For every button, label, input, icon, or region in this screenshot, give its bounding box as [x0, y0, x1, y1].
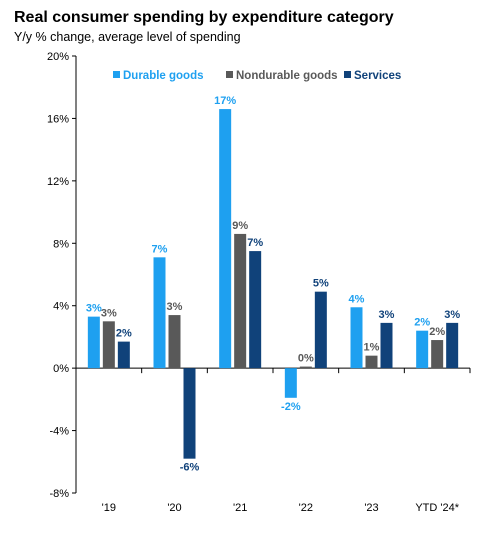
- bar: [153, 257, 166, 369]
- y-tick-label: -8%: [49, 488, 69, 500]
- data-label: -2%: [281, 401, 301, 413]
- data-label: 4%: [349, 293, 365, 305]
- data-label: 9%: [232, 220, 248, 232]
- x-tick-label: '19: [102, 502, 116, 514]
- data-label: 7%: [152, 243, 168, 255]
- bar: [284, 368, 297, 398]
- data-label: 1%: [364, 342, 380, 354]
- data-label: -6%: [180, 462, 200, 474]
- y-tick-label: 8%: [53, 238, 69, 250]
- bar: [431, 340, 444, 369]
- x-tick-label: YTD '24*: [415, 502, 459, 514]
- data-label: 3%: [101, 307, 117, 319]
- bar: [102, 321, 115, 369]
- data-label: 7%: [247, 237, 263, 249]
- legend-swatch: [226, 71, 233, 78]
- bar: [183, 368, 196, 459]
- legend-label: Services: [354, 70, 401, 82]
- data-label: 2%: [414, 317, 430, 329]
- data-label: 3%: [167, 301, 183, 313]
- data-label: 17%: [214, 95, 236, 107]
- legend-label: Nondurable goods: [236, 70, 338, 82]
- y-tick-label: 20%: [47, 51, 69, 63]
- bar: [299, 366, 312, 369]
- bar: [314, 291, 327, 369]
- y-tick-label: 12%: [47, 176, 69, 188]
- bar: [168, 315, 181, 369]
- data-label: 0%: [298, 353, 314, 365]
- bar: [380, 322, 393, 369]
- x-tick-label: '21: [233, 502, 247, 514]
- data-label: 3%: [86, 303, 102, 315]
- legend-swatch: [113, 71, 120, 78]
- bar: [87, 316, 100, 369]
- legend-swatch: [344, 71, 351, 78]
- y-tick-label: 16%: [47, 113, 69, 125]
- x-tick-label: '20: [167, 502, 181, 514]
- bar: [219, 109, 232, 369]
- data-label: 2%: [116, 328, 132, 340]
- bar: [416, 330, 429, 369]
- data-label: 3%: [444, 309, 460, 321]
- y-tick-label: -4%: [49, 426, 69, 438]
- chart-title: Real consumer spending by expenditure ca…: [14, 9, 394, 26]
- legend-label: Durable goods: [123, 70, 204, 82]
- bar: [117, 341, 130, 369]
- data-label: 2%: [429, 326, 445, 338]
- bar: [249, 251, 262, 369]
- bar: [446, 322, 459, 369]
- y-tick-label: 4%: [53, 301, 69, 313]
- bar: [234, 233, 247, 369]
- data-label: 3%: [379, 309, 395, 321]
- x-tick-label: '22: [299, 502, 313, 514]
- bar: [365, 355, 378, 369]
- y-tick-label: 0%: [53, 363, 69, 375]
- chart-subtitle: Y/y % change, average level of spending: [14, 30, 241, 44]
- x-tick-label: '23: [364, 502, 378, 514]
- bar: [350, 307, 363, 369]
- data-label: 5%: [313, 278, 329, 290]
